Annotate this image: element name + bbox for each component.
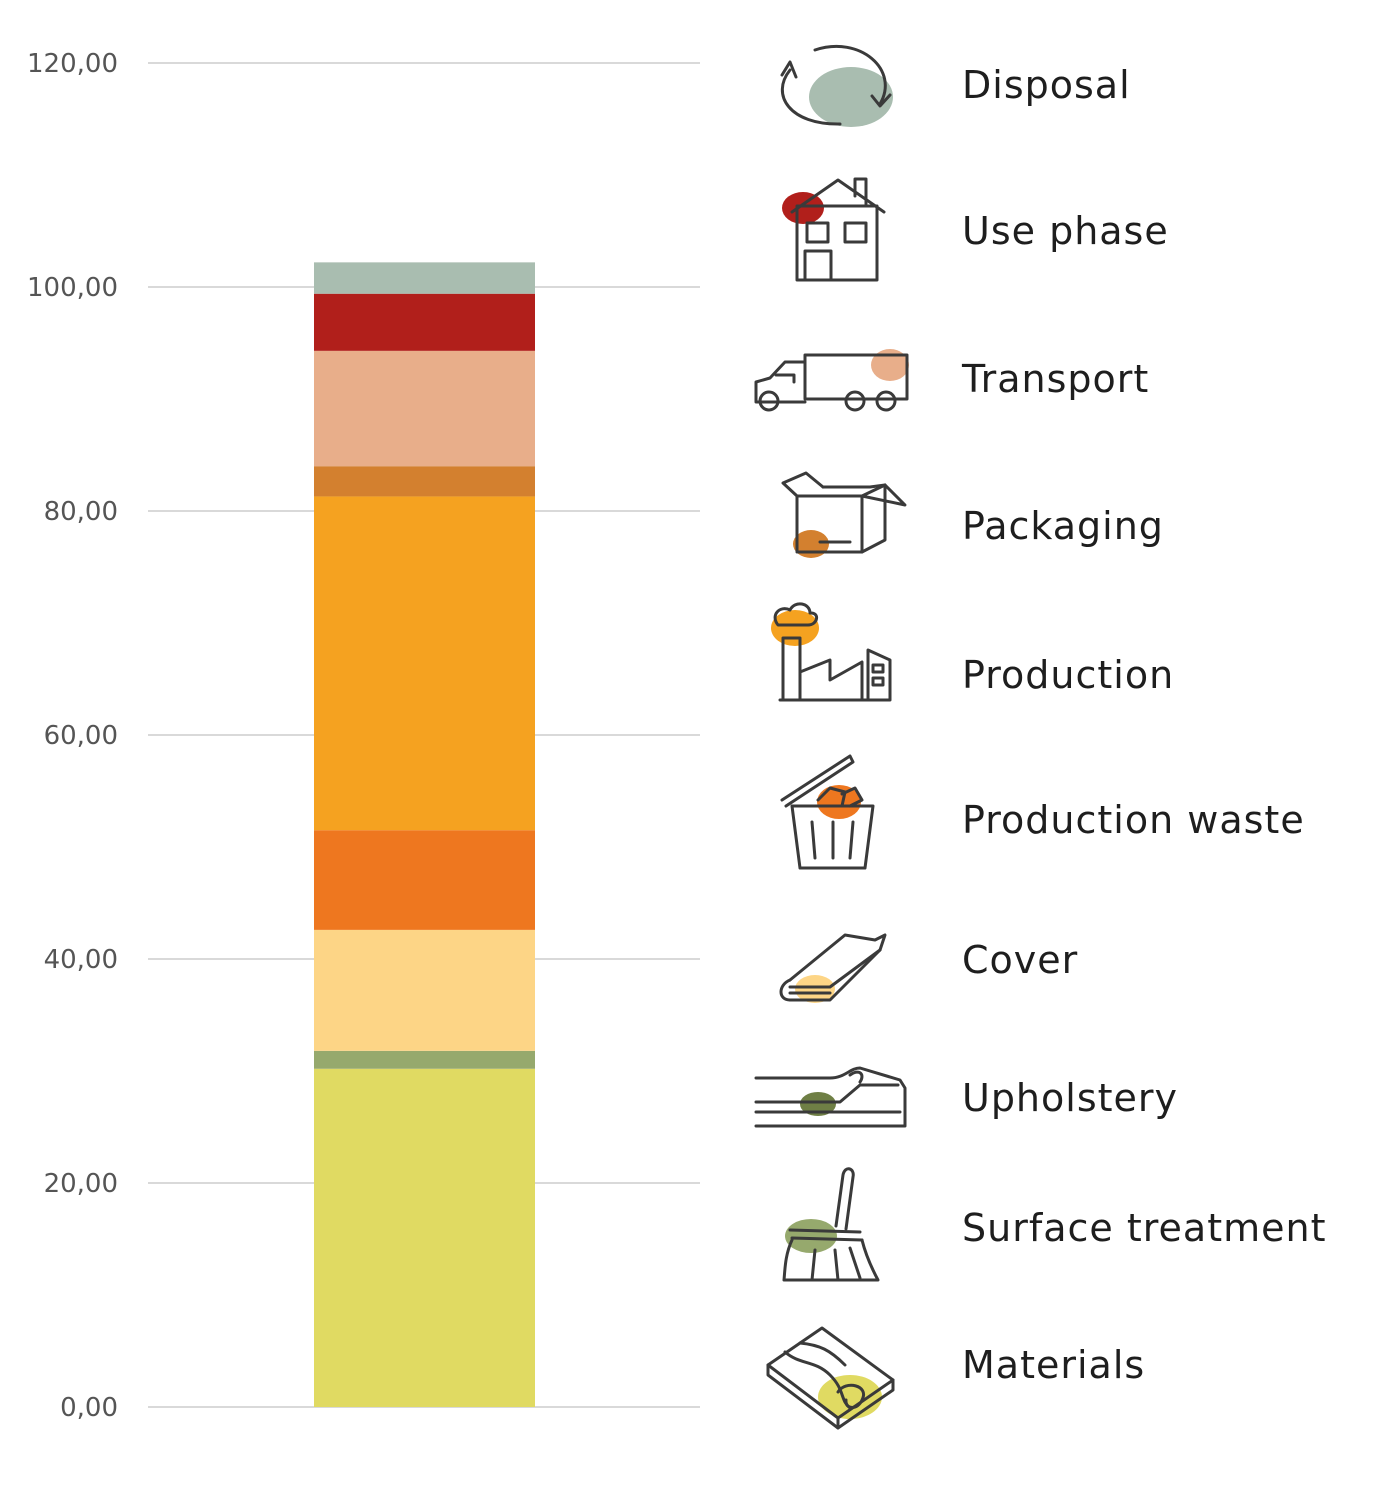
legend-label-production: Production — [962, 653, 1174, 697]
y-tick-label: 100,00 — [27, 273, 118, 303]
legend-item-disposal: Disposal — [780, 44, 1131, 127]
bar-segment-production — [314, 466, 535, 497]
legend-item-production: Production — [771, 602, 1174, 702]
cardboard-box-icon — [781, 471, 907, 558]
house-icon — [782, 177, 886, 282]
y-tick-label: 40,00 — [44, 945, 118, 975]
bar-segment-transport — [314, 293, 535, 351]
y-tick-label: 0,00 — [60, 1393, 118, 1423]
y-tick-label: 60,00 — [44, 721, 118, 751]
legend-label-materials: Materials — [962, 1343, 1145, 1387]
y-axis-tick-labels: 0,00 20,00 40,00 60,00 80,00 100,00 120,00 — [27, 49, 118, 1423]
legend: Disposal Use phase — [754, 44, 1326, 1430]
foam-cushion-icon — [754, 1066, 907, 1128]
legend-label-surface-treatment: Surface treatment — [962, 1206, 1326, 1250]
y-tick-label: 120,00 — [27, 49, 118, 79]
bar-segment-packaging — [314, 350, 535, 467]
legend-label-transport: Transport — [961, 357, 1149, 401]
legend-item-production-waste: Production waste — [780, 754, 1305, 870]
factory-icon — [771, 602, 892, 702]
y-tick-label: 20,00 — [44, 1169, 118, 1199]
legend-label-upholstery: Upholstery — [962, 1076, 1178, 1120]
bar-segment-cover — [314, 830, 535, 930]
y-tick-label: 80,00 — [44, 497, 118, 527]
stacked-bar — [314, 262, 535, 1407]
legend-item-upholstery: Upholstery — [754, 1066, 1178, 1128]
bar-segment-production-waste — [314, 496, 535, 831]
legend-item-transport: Transport — [754, 349, 1149, 412]
legend-label-cover: Cover — [962, 938, 1078, 982]
recycle-arrows-icon — [780, 44, 893, 127]
legend-label-production-waste: Production waste — [962, 798, 1305, 842]
bar-segment-materials — [314, 1068, 535, 1407]
paint-brush-icon — [782, 1167, 880, 1282]
legend-label-packaging: Packaging — [962, 504, 1164, 548]
trash-bin-icon — [780, 754, 875, 870]
wood-plank-icon — [766, 1326, 895, 1430]
truck-icon — [754, 349, 909, 412]
legend-item-cover: Cover — [779, 933, 1078, 1003]
bar-segment-use-phase — [314, 262, 535, 294]
legend-item-use-phase: Use phase — [782, 177, 1169, 282]
legend-item-packaging: Packaging — [781, 471, 1164, 558]
bar-segment-upholstery — [314, 929, 535, 1051]
legend-label-use-phase: Use phase — [962, 209, 1169, 253]
folded-fabric-icon — [779, 933, 887, 1003]
legend-item-surface-treatment: Surface treatment — [782, 1167, 1326, 1282]
legend-label-disposal: Disposal — [962, 63, 1131, 107]
legend-item-materials: Materials — [766, 1326, 1145, 1430]
bar-segment-surface-treatment — [314, 1050, 535, 1069]
